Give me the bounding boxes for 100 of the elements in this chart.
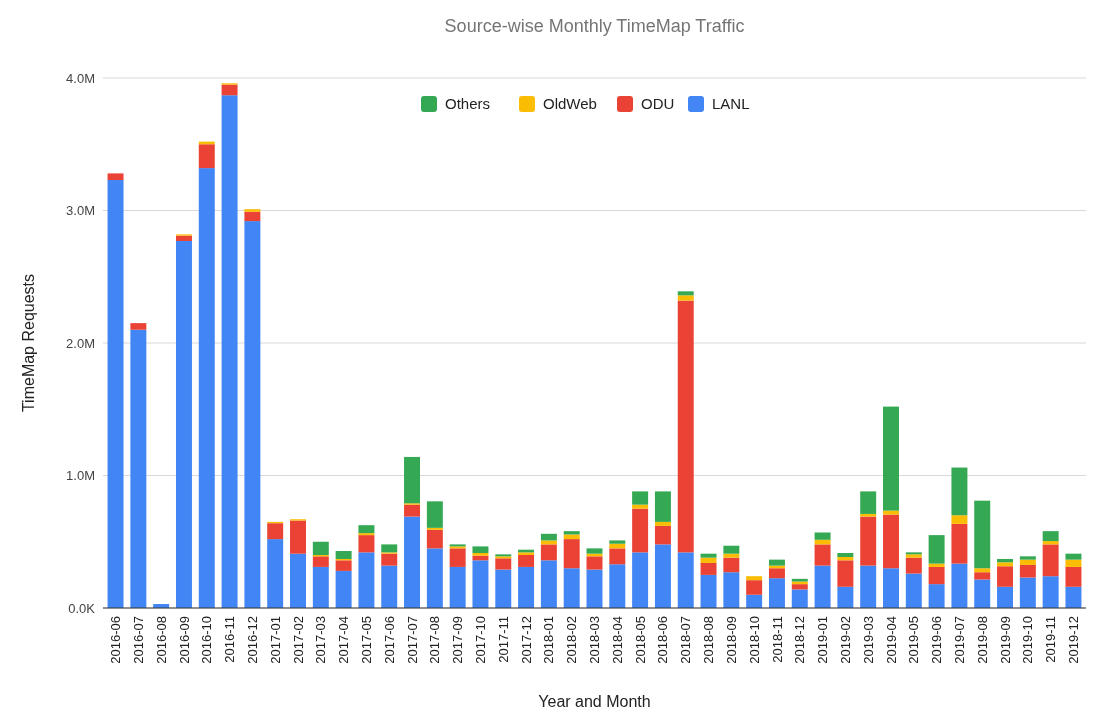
bar bbox=[928, 535, 945, 564]
bar bbox=[540, 544, 557, 561]
bar bbox=[723, 572, 740, 608]
y-tick-label: 0.0K bbox=[68, 600, 96, 616]
bar bbox=[837, 586, 854, 608]
x-tick-label: 2016-11 bbox=[222, 616, 238, 663]
y-tick-label: 4.0M bbox=[66, 70, 95, 86]
bar bbox=[768, 559, 785, 566]
x-tick-label: 2017-07 bbox=[404, 616, 420, 664]
bar bbox=[586, 548, 603, 554]
bar bbox=[267, 539, 284, 608]
x-tick-label: 2018-12 bbox=[792, 616, 808, 664]
x-tick-label: 2019-04 bbox=[883, 616, 899, 664]
bar bbox=[883, 406, 899, 511]
bar bbox=[632, 491, 649, 505]
bar bbox=[267, 523, 284, 540]
bar bbox=[540, 560, 557, 608]
bar bbox=[1042, 531, 1059, 542]
bar bbox=[312, 566, 329, 608]
x-tick-label: 2016-08 bbox=[153, 616, 169, 664]
bar bbox=[1065, 586, 1082, 608]
x-axis-title: Year and Month bbox=[538, 693, 651, 710]
x-tick-label: 2019-11 bbox=[1043, 616, 1059, 663]
bar bbox=[472, 553, 489, 556]
bar bbox=[654, 525, 671, 545]
bar bbox=[928, 584, 945, 608]
x-tick-label: 2019-08 bbox=[974, 616, 990, 664]
bar bbox=[290, 520, 306, 554]
bar bbox=[997, 566, 1014, 587]
bar bbox=[221, 84, 238, 96]
x-tick-label: 2018-08 bbox=[701, 616, 717, 664]
bar bbox=[198, 144, 215, 169]
bar bbox=[997, 558, 1014, 563]
bar bbox=[791, 584, 808, 590]
bar bbox=[951, 467, 968, 516]
x-tick-label: 2017-04 bbox=[336, 616, 352, 664]
bar bbox=[654, 491, 671, 522]
bar bbox=[951, 523, 968, 564]
bar bbox=[1042, 576, 1059, 608]
x-tick-label: 2018-01 bbox=[541, 616, 557, 664]
x-tick-label: 2019-09 bbox=[997, 616, 1013, 664]
bar bbox=[175, 240, 192, 608]
bar bbox=[632, 552, 649, 608]
bar bbox=[381, 544, 398, 553]
x-tick-label: 2017-06 bbox=[381, 616, 397, 664]
bar bbox=[449, 548, 466, 567]
bar bbox=[244, 211, 261, 222]
bar bbox=[723, 553, 740, 558]
bar bbox=[677, 552, 694, 608]
x-tick-label: 2018-09 bbox=[723, 616, 739, 664]
x-tick-label: 2019-12 bbox=[1066, 616, 1082, 664]
bar bbox=[814, 532, 831, 540]
bar bbox=[175, 235, 192, 241]
x-tick-label: 2018-03 bbox=[587, 616, 603, 664]
x-tick-label: 2018-07 bbox=[678, 616, 694, 664]
x-tick-label: 2018-06 bbox=[655, 616, 671, 664]
legend-label: OldWeb bbox=[543, 95, 597, 113]
x-tick-label: 2016-06 bbox=[108, 616, 124, 664]
x-tick-label: 2018-05 bbox=[632, 616, 648, 664]
x-tick-label: 2017-01 bbox=[267, 616, 283, 664]
bar bbox=[700, 562, 717, 575]
bar bbox=[472, 546, 489, 554]
bar bbox=[700, 553, 717, 558]
x-tick-label: 2019-10 bbox=[1020, 616, 1036, 664]
bar bbox=[677, 291, 694, 296]
x-tick-label: 2016-07 bbox=[130, 616, 146, 664]
bar bbox=[609, 540, 626, 544]
bar bbox=[746, 594, 763, 608]
bar bbox=[974, 579, 991, 608]
bar bbox=[860, 516, 877, 566]
bar bbox=[107, 173, 124, 181]
bar bbox=[700, 574, 717, 608]
bar bbox=[1019, 564, 1036, 578]
bar bbox=[586, 556, 603, 570]
y-tick-label: 1.0M bbox=[66, 468, 95, 484]
y-tick-label: 3.0M bbox=[66, 203, 95, 219]
bar bbox=[837, 560, 854, 587]
x-tick-label: 2019-01 bbox=[815, 616, 831, 664]
bar bbox=[426, 501, 443, 528]
bar bbox=[518, 566, 535, 608]
bar bbox=[335, 560, 352, 571]
bar bbox=[312, 541, 329, 555]
x-tick-label: 2018-04 bbox=[609, 616, 625, 664]
bar bbox=[1019, 556, 1036, 560]
y-axis-title: TimeMap Requests bbox=[20, 273, 37, 413]
bar bbox=[883, 568, 899, 608]
x-tick-label: 2016-09 bbox=[176, 616, 192, 664]
bar bbox=[426, 529, 443, 549]
bar bbox=[1042, 544, 1059, 577]
bar bbox=[381, 565, 398, 608]
bar bbox=[586, 569, 603, 608]
x-tick-label: 2018-10 bbox=[746, 616, 762, 664]
bar bbox=[951, 563, 968, 608]
bar bbox=[746, 580, 763, 595]
legend-label: LANL bbox=[712, 95, 750, 113]
bar bbox=[518, 555, 535, 567]
bar bbox=[540, 540, 557, 545]
bar bbox=[654, 521, 671, 526]
chart-title: Source-wise Monthly TimeMap Traffic bbox=[444, 16, 745, 36]
bar bbox=[495, 558, 512, 570]
